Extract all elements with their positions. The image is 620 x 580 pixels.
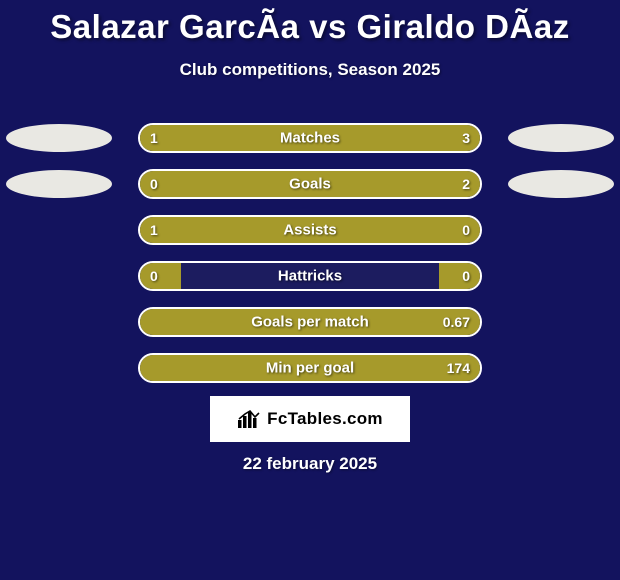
stat-bar: Hattricks 0 0 (138, 261, 482, 291)
stat-label: Matches (280, 130, 340, 147)
stat-bar: Min per goal 174 (138, 353, 482, 383)
stat-bar: Goals per match 0.67 (138, 307, 482, 337)
brand-text: FcTables.com (267, 409, 383, 429)
comparison-card: Salazar GarcÃ­a vs Giraldo DÃ­az Club co… (0, 0, 620, 580)
stat-value-right: 0.67 (443, 314, 470, 330)
stat-value-right: 3 (462, 130, 470, 146)
stat-value-left: 1 (150, 222, 158, 238)
stat-fill-left (140, 309, 208, 335)
stat-fill-left (140, 355, 215, 381)
stat-fill-left (140, 217, 405, 243)
comparison-chart: Matches13Goals02Assists10Hattricks00Goal… (0, 118, 620, 394)
stat-label: Goals (289, 176, 331, 193)
stat-value-right: 0 (462, 268, 470, 284)
player-right-badge (508, 170, 614, 198)
date-line: 22 february 2025 (0, 454, 620, 474)
player-left-badge (6, 170, 112, 198)
stat-value-left: 0 (150, 176, 158, 192)
stat-bar: Matches 1 3 (138, 123, 482, 153)
stat-value-right: 0 (462, 222, 470, 238)
stat-value-right: 174 (447, 360, 470, 376)
stat-value-right: 2 (462, 176, 470, 192)
stat-label: Min per goal (266, 360, 354, 377)
stat-fill-left (140, 263, 181, 289)
stat-row: Hattricks 0 0 (0, 256, 620, 302)
stat-bar: Assists 1 0 (138, 215, 482, 245)
stat-row: Assists 1 0 (0, 210, 620, 256)
stat-value-left: 1 (150, 130, 158, 146)
stat-bar: Goals 0 2 (138, 169, 482, 199)
player-right-badge (508, 124, 614, 152)
brand-badge: FcTables.com (210, 396, 410, 442)
stat-row: Min per goal 174 (0, 348, 620, 394)
stat-value-left: 0 (150, 268, 158, 284)
brand-logo-icon (237, 409, 261, 429)
stat-fill-right (225, 125, 480, 151)
subtitle: Club competitions, Season 2025 (0, 60, 620, 80)
stat-fill-right (439, 263, 480, 289)
stat-label: Assists (283, 222, 336, 239)
stat-label: Goals per match (251, 314, 369, 331)
stat-fill-right (201, 171, 480, 197)
player-left-badge (6, 124, 112, 152)
page-title: Salazar GarcÃ­a vs Giraldo DÃ­az (0, 0, 620, 46)
stat-row: Goals 0 2 (0, 164, 620, 210)
stat-row: Matches 1 3 (0, 118, 620, 164)
stat-label: Hattricks (278, 268, 342, 285)
stat-row: Goals per match 0.67 (0, 302, 620, 348)
